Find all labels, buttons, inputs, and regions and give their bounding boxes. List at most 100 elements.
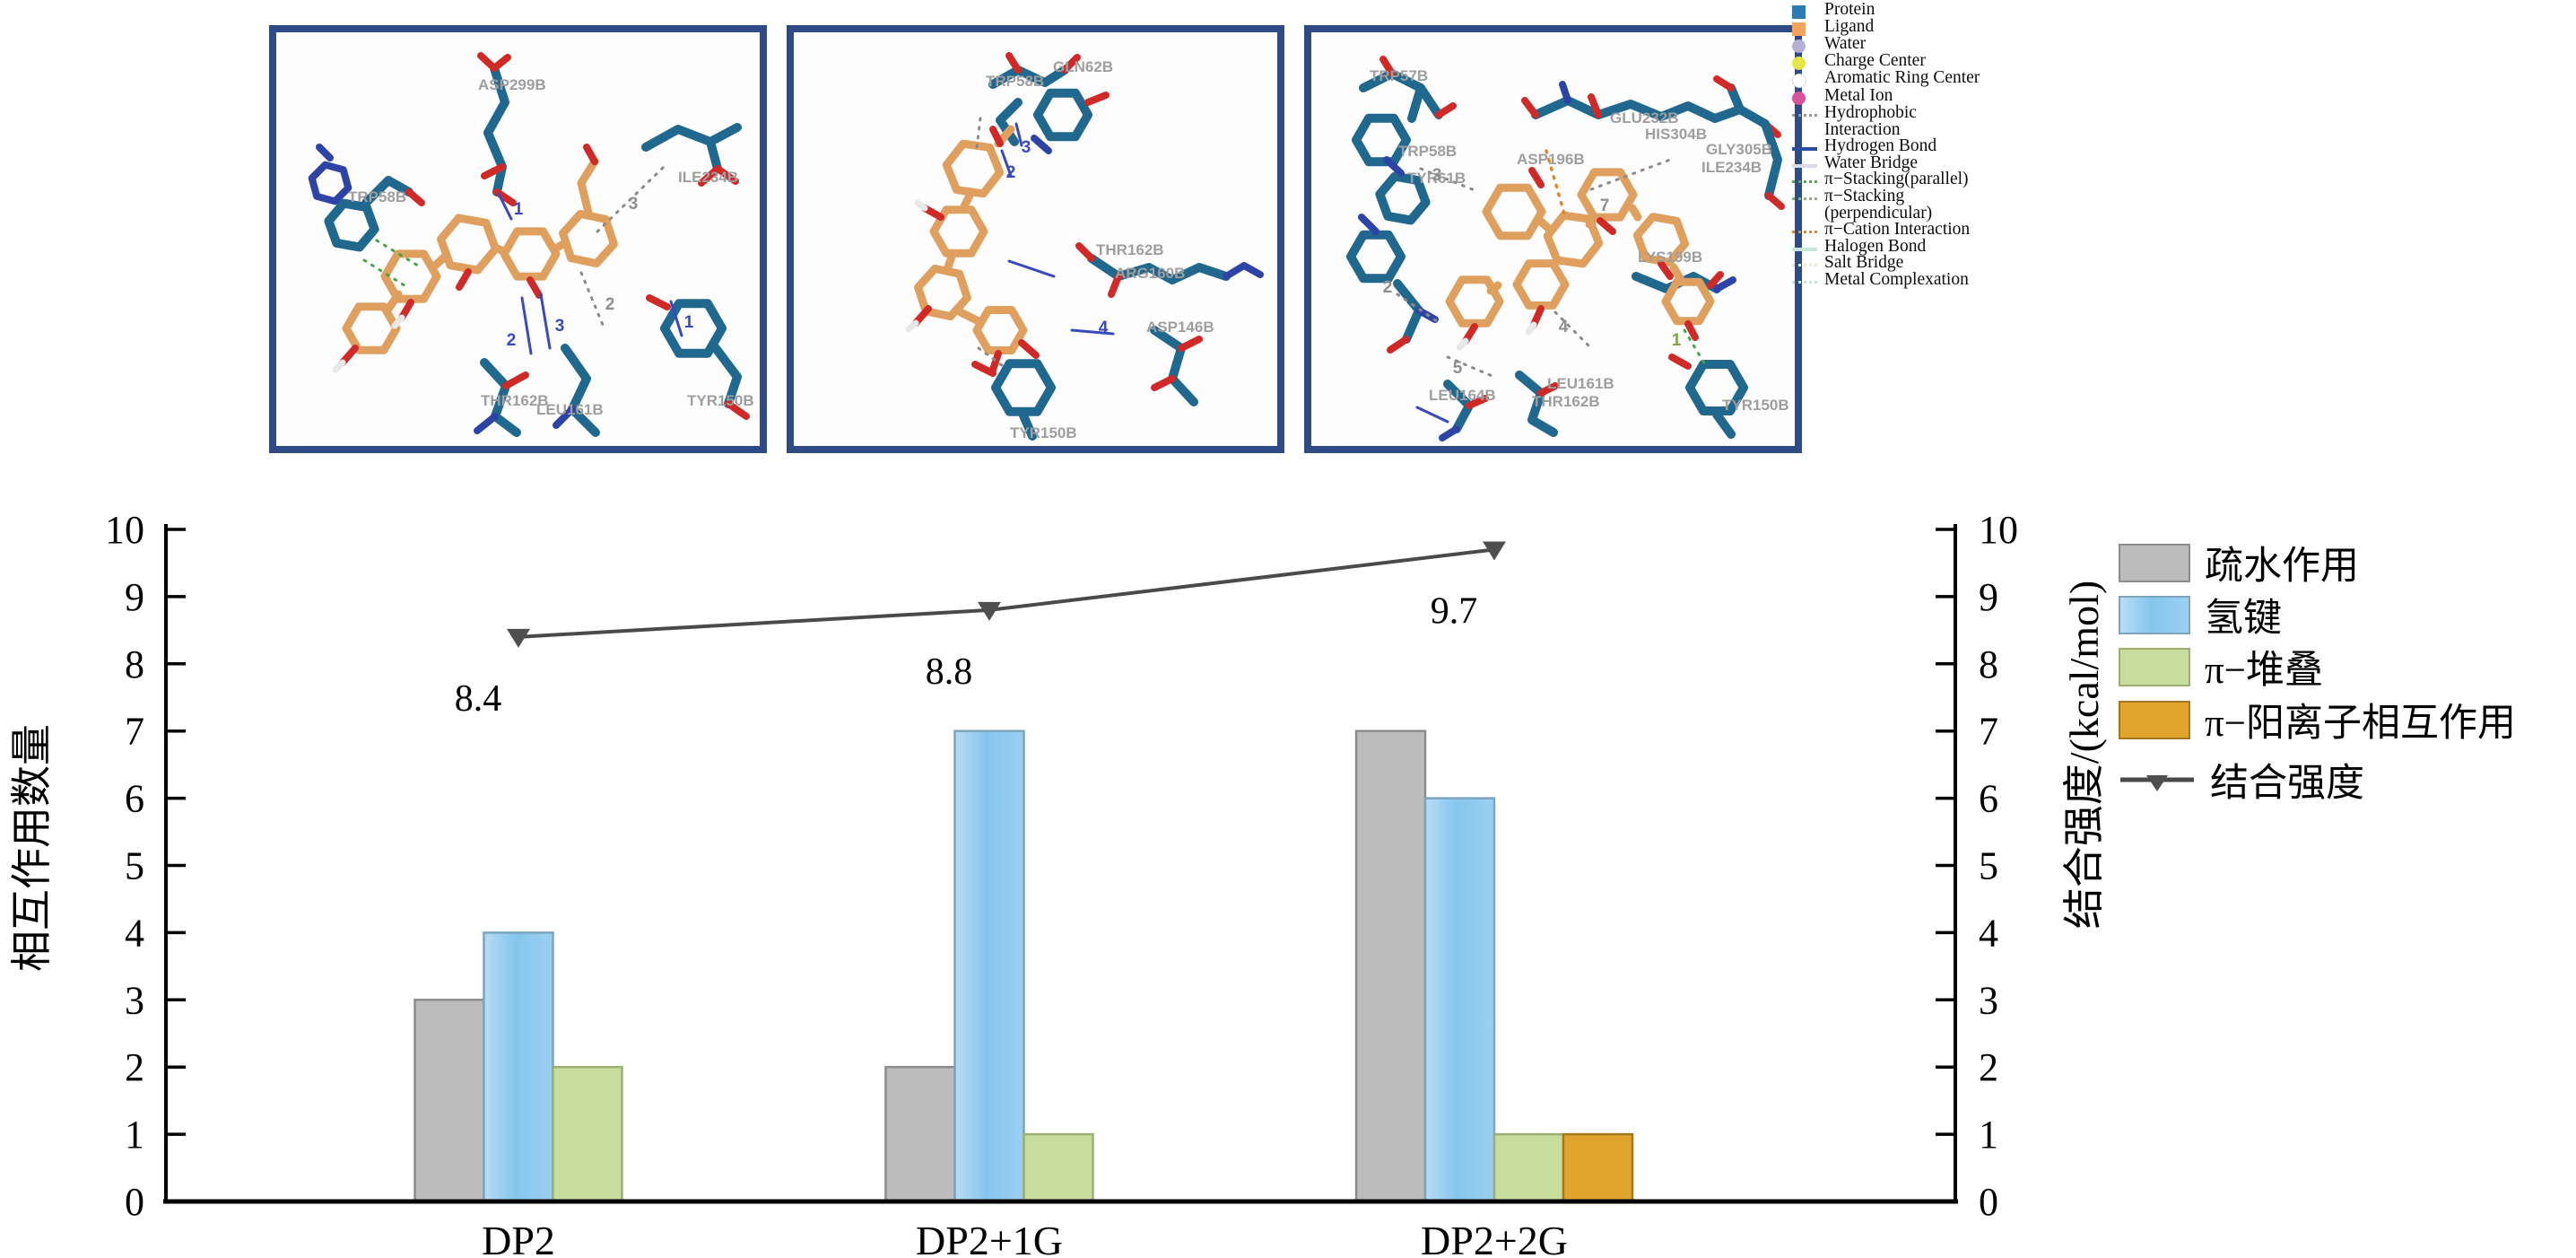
legend-item: Charge Center [1792,51,2169,70]
bar-blue [1423,797,1496,1203]
molecule-stick [1515,371,1558,437]
molecule-stick [1765,192,1785,210]
residue-label: TRP58B [1398,143,1458,160]
residue-label: ASP299B [478,76,546,93]
molecule-stick [1061,54,1081,74]
molecule-ring [1512,259,1570,310]
molecule-stick [698,165,721,187]
molecule-stick [905,319,919,333]
molecule-stick [1150,326,1198,406]
molecule-stick [1031,135,1052,154]
hydrogen-bond-icon [1792,138,1824,152]
legend-item: Salt Bridge [1792,253,2169,273]
charge-center-icon [1792,53,1824,70]
interaction-dash [1553,310,1593,350]
bar-green [552,1065,623,1203]
bar-blue [953,729,1025,1203]
-stacking-icon [1792,188,1824,200]
molecule-ring [991,359,1056,416]
molecule-stick [1383,156,1405,177]
molecule-stick [1415,406,1449,424]
molecule-stick [391,314,405,329]
interaction-number-label: 1 [683,313,694,332]
molecule-stick [1084,92,1110,106]
legend-label: Charge Center [1824,51,1926,70]
bar-blue [483,931,554,1203]
molecule-stick [1456,337,1469,351]
right-y-axis-title: 结合强度/(kcal/mol) [2061,580,2107,930]
bar-green [1493,1132,1565,1203]
molecule-stick [1684,320,1699,341]
legend-label: Hydrophobic Interaction [1824,103,1917,139]
salt-bridge-icon [1792,255,1824,267]
molecule-stick [912,305,932,327]
y-tick-label: 10 [1979,508,2018,552]
molecule-stick [669,300,683,337]
gray-bar-swatch [2119,543,2190,582]
molecule-ring [1033,88,1092,142]
residue-label: TYR61B [1407,170,1466,187]
molecule-stick [1713,75,1735,92]
legend-label: Water [1824,34,1867,53]
interaction-dash [1446,355,1496,379]
residue-label: LEU161B [1547,375,1614,392]
legend-item: π−Cation Interaction [1792,221,2169,239]
molecule-stick [483,64,509,197]
molecule-stick [641,123,742,152]
molecule-stick [332,359,346,373]
y-tick-label: 1 [1979,1113,1998,1157]
molecule-stick [456,268,472,291]
molecule-stick [944,252,956,272]
molecule-ring [972,306,1028,354]
residue-label: THR162B [1532,393,1600,410]
molecule-stick [502,371,529,389]
line-value-label: 8.8 [926,651,973,693]
y-tick-label: 4 [1979,911,1998,955]
molecule-stick [711,344,742,408]
molecule-ring [559,209,618,268]
line-value-label: 8.4 [455,678,502,720]
chart-legend-label: π−堆叠 [2205,650,2323,692]
interaction-dash [1545,149,1566,215]
hydrophobic-icon [1792,105,1824,117]
molecule-stick [1521,97,1539,118]
interaction-number-label: 2 [1382,278,1393,297]
residue-label: TYR150B [687,392,754,409]
residue-label: GLY305B [1706,141,1773,158]
water-bridge-icon [1792,155,1824,168]
interaction-number-label: 2 [605,295,615,314]
chart-legend-item: 结合强度 [2119,752,2364,808]
interaction-dash [1419,167,1476,192]
y-tick-label: 9 [125,575,144,619]
molecule-stick [1669,263,1685,284]
molecule-stick [583,144,598,165]
chart-legend-label: 氢键 [2205,598,2282,640]
molecule-ring [1445,275,1504,328]
interaction-dash [1396,293,1439,323]
molecule-stick [1075,242,1095,262]
y-tick-label: 3 [125,978,144,1022]
molecule-stick [431,252,449,270]
molecule-stick [1359,69,1443,119]
left-y-axis-title: 相互作用数量 [9,724,55,972]
y-tick-label: 1 [125,1113,144,1157]
legend-label: Metal Ion [1824,86,1893,105]
legend-item: Aromatic Ring Center [1792,69,2169,88]
molecule-ring [500,227,561,281]
molecule-ring [1482,183,1546,240]
molecule-ring [1375,171,1431,225]
molecule-stick [988,66,1069,89]
legend-label: Salt Bridge [1824,253,1904,273]
molecule-stick [725,400,750,420]
bar-gray [413,999,485,1203]
chart-legend-label: 疏水作用 [2205,546,2359,588]
molecule-stick [1387,336,1410,354]
molecule-ring [942,139,1005,198]
molecule-stick [646,294,671,310]
interaction-dash [375,239,420,267]
molecule-stick [1628,204,1642,222]
molecule-stick [1585,213,1601,229]
y-tick-label: 5 [1979,844,1998,888]
residue-label: LEU161B [536,401,604,418]
